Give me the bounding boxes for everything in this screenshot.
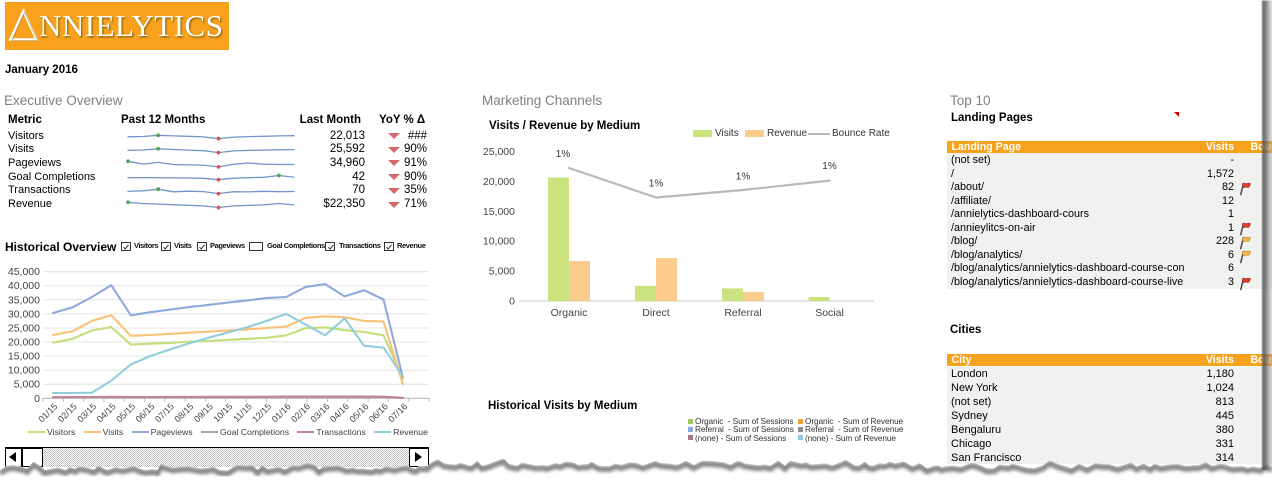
svg-text:06/16: 06/16 <box>367 401 390 424</box>
svg-text:5,000: 5,000 <box>489 266 515 278</box>
svg-text:25,000: 25,000 <box>483 146 515 158</box>
svg-text:0: 0 <box>509 296 515 308</box>
svg-text:02/15: 02/15 <box>56 401 79 424</box>
svg-text:Social: Social <box>815 307 844 319</box>
svg-text:20,000: 20,000 <box>8 337 40 349</box>
svg-text:03/16: 03/16 <box>309 401 332 424</box>
svg-text:15,000: 15,000 <box>8 351 40 363</box>
svg-text:06/15: 06/15 <box>134 401 157 424</box>
svg-text:01/16: 01/16 <box>270 401 293 424</box>
svg-text:04/15: 04/15 <box>95 401 118 424</box>
svg-text:04/16: 04/16 <box>328 401 351 424</box>
svg-text:5,000: 5,000 <box>14 379 40 391</box>
svg-text:1%: 1% <box>649 179 664 190</box>
svg-text:40,000: 40,000 <box>8 280 40 292</box>
svg-text:11/15: 11/15 <box>231 401 254 424</box>
svg-text:20,000: 20,000 <box>483 176 515 188</box>
svg-text:12/15: 12/15 <box>250 401 273 424</box>
svg-text:35,000: 35,000 <box>8 294 40 306</box>
svg-text:1%: 1% <box>822 161 837 172</box>
svg-text:07/16: 07/16 <box>386 401 409 424</box>
svg-text:25,000: 25,000 <box>8 323 40 335</box>
svg-text:30,000: 30,000 <box>8 308 40 320</box>
svg-text:1%: 1% <box>556 149 571 160</box>
svg-text:03/15: 03/15 <box>75 401 98 424</box>
svg-text:02/16: 02/16 <box>289 401 312 424</box>
svg-text:10,000: 10,000 <box>8 365 40 377</box>
svg-text:10,000: 10,000 <box>483 236 515 248</box>
svg-text:09/15: 09/15 <box>192 401 215 424</box>
svg-text:0: 0 <box>34 393 40 405</box>
svg-text:45,000: 45,000 <box>8 266 40 278</box>
svg-text:Organic: Organic <box>551 307 588 319</box>
svg-text:1%: 1% <box>736 172 751 183</box>
svg-text:Direct: Direct <box>642 307 670 319</box>
svg-text:05/16: 05/16 <box>347 401 370 424</box>
svg-text:07/15: 07/15 <box>153 401 176 424</box>
svg-text:10/15: 10/15 <box>211 401 234 424</box>
svg-text:05/15: 05/15 <box>114 401 137 424</box>
svg-text:Referral: Referral <box>724 307 761 319</box>
svg-text:08/15: 08/15 <box>173 401 196 424</box>
svg-text:15,000: 15,000 <box>483 206 515 218</box>
